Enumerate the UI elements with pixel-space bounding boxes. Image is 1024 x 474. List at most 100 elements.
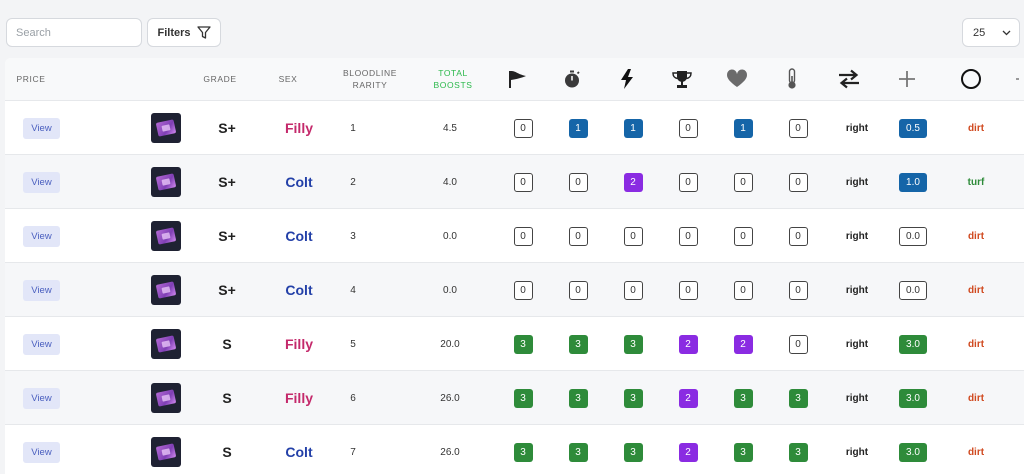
bloodline-rarity-value: 3 — [350, 230, 356, 242]
trophy-stat-cell: 2 — [678, 317, 698, 371]
heart-stat-badge: 3 — [733, 442, 753, 462]
acceleration-stat-badge: 2 — [623, 172, 643, 192]
horse-thumbnail-cell — [151, 263, 181, 317]
horse-thumbnail[interactable] — [151, 329, 181, 359]
view-button-cell: View — [23, 209, 60, 263]
circle-icon[interactable] — [958, 58, 984, 100]
table-row[interactable]: View S+ Filly 1 4.5 0 1 1 0 1 0 right 0.5 dirt — [5, 100, 1024, 154]
heart-stat-badge: 0 — [733, 172, 753, 192]
acceleration-stat-cell: 3 — [623, 317, 643, 371]
heart-stat-badge: 3 — [733, 388, 753, 408]
header-boosts-line2: BOOSTS — [433, 80, 473, 90]
horse-thumbnail[interactable] — [151, 383, 181, 413]
bloodline-rarity-value: 7 — [350, 446, 356, 458]
speed-stat-cell: 3 — [568, 317, 588, 371]
horse-thumbnail[interactable] — [151, 437, 181, 467]
view-button[interactable]: View — [23, 333, 60, 355]
page-size-select[interactable]: 25 — [962, 18, 1020, 47]
horse-thumbnail[interactable] — [151, 167, 181, 197]
filters-button[interactable]: Filters — [147, 18, 221, 47]
view-button[interactable]: View — [23, 279, 60, 301]
speed-stat-cell: 3 — [568, 371, 588, 425]
lightning-icon[interactable] — [614, 58, 640, 100]
trophy-stat-cell: 2 — [678, 425, 698, 474]
acceleration-stat-cell: 3 — [623, 425, 643, 474]
flag-stat-badge: 0 — [513, 118, 533, 138]
search-input[interactable]: Search — [6, 18, 142, 47]
horse-thumbnail-cell — [151, 425, 181, 474]
view-button[interactable]: View — [23, 171, 60, 193]
horse-thumbnail[interactable] — [151, 221, 181, 251]
direction-value: right — [845, 122, 869, 134]
trophy-stat-badge: 0 — [678, 226, 698, 246]
heart-stat-badge: 2 — [733, 334, 753, 354]
heart-stat-badge: 0 — [733, 280, 753, 300]
view-button[interactable]: View — [23, 441, 60, 463]
view-button[interactable]: View — [23, 387, 60, 409]
extra-stat-badge: 3.0 — [899, 388, 927, 408]
horse-thumbnail-cell — [151, 101, 181, 155]
grade-value: S+ — [218, 174, 236, 190]
table-row[interactable]: View S+ Colt 4 0.0 0 0 0 0 0 0 right 0.0 dirt — [5, 262, 1024, 316]
acceleration-stat-cell: 0 — [623, 263, 643, 317]
flag-stat-cell: 0 — [513, 209, 533, 263]
acceleration-stat-cell: 2 — [623, 155, 643, 209]
temperature-stat-cell: 0 — [788, 317, 808, 371]
plus-icon[interactable] — [894, 58, 920, 100]
stopwatch-icon[interactable] — [559, 58, 585, 100]
grade-value: S — [222, 336, 232, 352]
sex-value: Filly — [284, 120, 313, 136]
flag-stat-cell: 0 — [513, 263, 533, 317]
table-row[interactable]: View S+ Colt 2 4.0 0 0 2 0 0 0 right 1.0 turf — [5, 154, 1024, 208]
extra-stat-badge: 3.0 — [899, 334, 927, 354]
extra-stat-badge: 1.0 — [899, 172, 927, 192]
bloodline-rarity-value: 1 — [350, 122, 356, 134]
table-row[interactable]: View S Filly 5 20.0 3 3 3 2 2 0 right 3.0 dirt — [5, 316, 1024, 370]
flag-stat-badge: 0 — [513, 280, 533, 300]
sex-value: Filly — [284, 390, 313, 406]
header-grade[interactable]: GRADE — [203, 74, 237, 84]
header-sex[interactable]: SEX — [278, 74, 298, 84]
heart-stat-badge: 1 — [733, 118, 753, 138]
swap-arrows-icon[interactable] — [834, 58, 864, 100]
horses-table: PRICE GRADE SEX BLOODLINE RARITY TOTAL B… — [5, 58, 1024, 474]
surface-value: dirt — [967, 446, 985, 458]
table-row[interactable]: View S Filly 6 26.0 3 3 3 2 3 3 right 3.0 dirt — [5, 370, 1024, 424]
thermometer-icon[interactable] — [779, 58, 805, 100]
acceleration-stat-badge: 3 — [623, 388, 643, 408]
sex-value: Colt — [285, 282, 313, 298]
trophy-stat-cell: 0 — [678, 155, 698, 209]
surface-value: dirt — [967, 338, 985, 350]
table-row[interactable]: View S Colt 7 26.0 3 3 3 2 3 3 right 3.0 dirt — [5, 424, 1024, 474]
total-boosts-value: 26.0 — [440, 392, 460, 404]
speed-stat-badge: 1 — [568, 118, 588, 138]
total-boosts-value: 4.0 — [443, 176, 457, 188]
trophy-stat-cell: 0 — [678, 263, 698, 317]
acceleration-stat-cell: 0 — [623, 209, 643, 263]
surface-value: dirt — [967, 284, 985, 296]
extra-stat-cell: 1.0 — [898, 155, 928, 209]
header-total-boosts[interactable]: TOTAL BOOSTS — [425, 58, 481, 100]
heart-icon[interactable] — [724, 58, 750, 100]
trophy-icon[interactable] — [669, 58, 695, 100]
grade-value: S — [222, 390, 232, 406]
trophy-stat-badge: 0 — [678, 280, 698, 300]
horse-thumbnail[interactable] — [151, 113, 181, 143]
view-button[interactable]: View — [23, 225, 60, 247]
trophy-stat-cell: 0 — [678, 101, 698, 155]
header-price[interactable]: PRICE — [16, 74, 46, 84]
trophy-stat-badge: 0 — [678, 118, 698, 138]
speed-stat-badge: 0 — [568, 280, 588, 300]
flag-icon[interactable] — [505, 58, 531, 100]
temperature-stat-badge: 0 — [788, 280, 808, 300]
temperature-stat-badge: 0 — [788, 172, 808, 192]
sex-value: Colt — [285, 228, 313, 244]
header-bloodline-rarity[interactable]: BLOODLINE RARITY — [335, 58, 405, 100]
horse-thumbnail[interactable] — [151, 275, 181, 305]
flag-stat-cell: 0 — [513, 101, 533, 155]
view-button[interactable]: View — [23, 117, 60, 139]
view-button-cell: View — [23, 425, 60, 474]
table-row[interactable]: View S+ Colt 3 0.0 0 0 0 0 0 0 right 0.0 dirt — [5, 208, 1024, 262]
trophy-stat-badge: 0 — [678, 172, 698, 192]
acceleration-stat-cell: 3 — [623, 371, 643, 425]
